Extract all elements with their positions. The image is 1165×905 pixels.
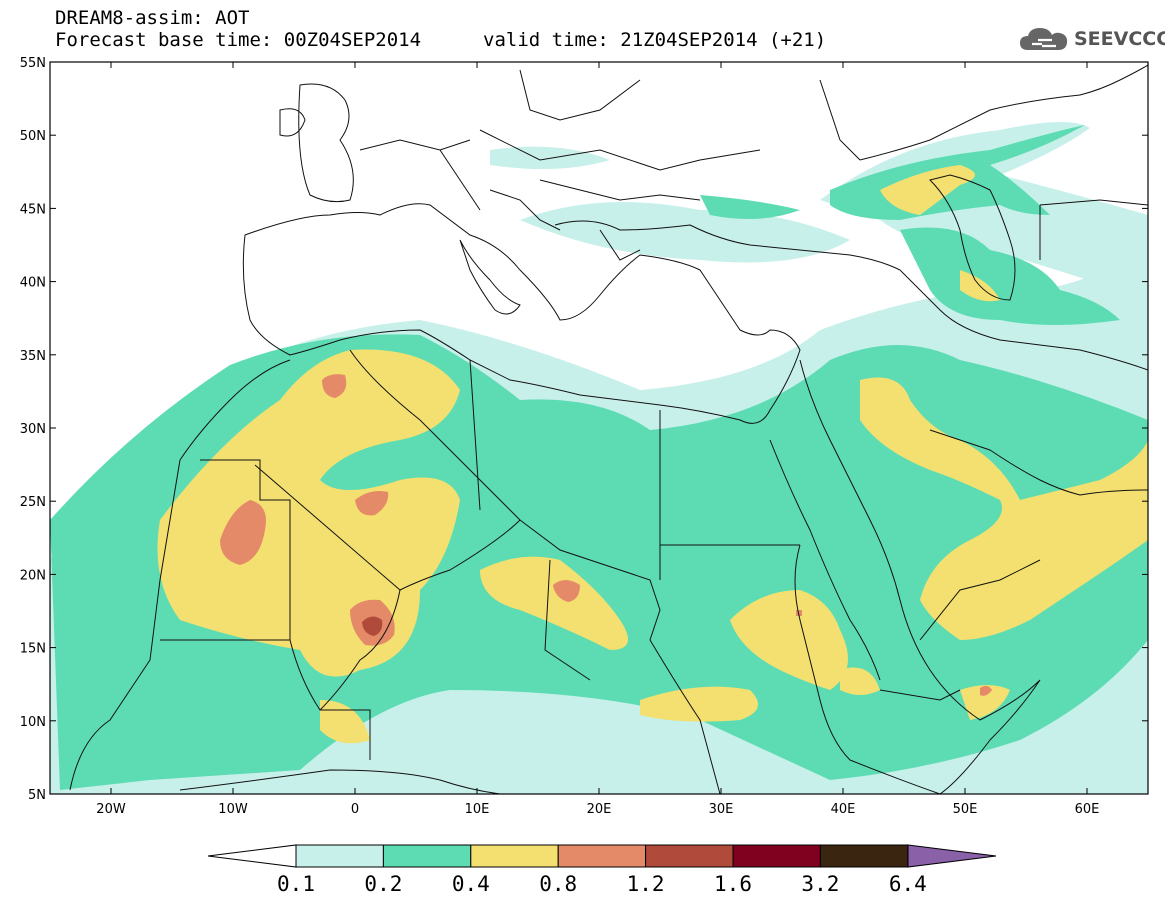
lon-tick-label: 20W xyxy=(96,802,126,817)
colorbar-label: 3.2 xyxy=(801,872,840,896)
seevccc-logo: SEEVCCC xyxy=(1018,24,1165,56)
lat-tick-label: 30N xyxy=(20,422,46,437)
lat-tick-label: 25N xyxy=(20,495,46,510)
colorbar-over-arrow xyxy=(907,844,997,868)
lat-tick-label: 40N xyxy=(20,276,46,291)
lon-tick-label: 10W xyxy=(218,802,248,817)
colorbar-swatch xyxy=(470,844,559,868)
colorbar-label: 0.2 xyxy=(364,872,403,896)
colorbar-under-arrow xyxy=(207,844,297,868)
lon-tick-label: 50E xyxy=(953,802,978,817)
colorbar-swatch xyxy=(557,844,647,868)
colorbar-label: 1.6 xyxy=(714,872,752,896)
lon-tick-label: 30E xyxy=(709,802,734,817)
valid-time: valid time: 21Z04SEP2014 (+21) xyxy=(483,29,827,51)
colorbar-label: 1.2 xyxy=(626,872,665,896)
country-borders xyxy=(160,69,1041,794)
lat-tick-label: 20N xyxy=(20,568,46,583)
lon-tick-label: 20E xyxy=(587,802,612,817)
lat-tick-label: 55N xyxy=(20,56,46,71)
title-line-1: DREAM8-assim: AOT xyxy=(55,7,250,29)
colorbar-label: 0.1 xyxy=(277,872,315,896)
lon-tick-label: 40E xyxy=(831,802,856,817)
lon-tick-label: 60E xyxy=(1075,802,1100,817)
colorbar-swatch xyxy=(819,844,909,868)
lon-tick-label: 10E xyxy=(465,802,490,817)
lat-tick-label: 35N xyxy=(20,349,46,364)
colorbar-swatch xyxy=(732,844,821,868)
forecast-base-time: Forecast base time: 00Z04SEP2014 xyxy=(55,29,422,51)
lat-tick-label: 50N xyxy=(20,129,46,144)
colorbar-swatch xyxy=(645,844,734,868)
cloud-icon xyxy=(1020,28,1068,50)
logo-text: SEEVCCC xyxy=(1074,28,1165,50)
coastlines xyxy=(69,64,1148,794)
colorbar-label: 0.4 xyxy=(451,872,490,896)
colorbar-label: 6.4 xyxy=(888,872,927,896)
lat-tick-label: 15N xyxy=(20,642,46,657)
axis-ticks: 20W 10W 0 10E 20E 30E 40E 50E 60E 5N 10N 15N 20N 25N 3… xyxy=(20,56,1148,817)
lat-tick-label: 45N xyxy=(20,202,46,217)
colorbar xyxy=(207,844,997,868)
aot-fields xyxy=(50,121,1148,794)
aot-band-0-4 xyxy=(157,165,1148,744)
lat-tick-label: 10N xyxy=(20,715,46,730)
colorbar-swatch xyxy=(295,844,384,868)
colorbar-label: 0.8 xyxy=(539,872,578,896)
aot-band-1-2 xyxy=(362,616,383,636)
lon-tick-label: 0 xyxy=(351,802,359,817)
lat-tick-label: 5N xyxy=(28,788,46,803)
colorbar-swatch xyxy=(382,844,472,868)
